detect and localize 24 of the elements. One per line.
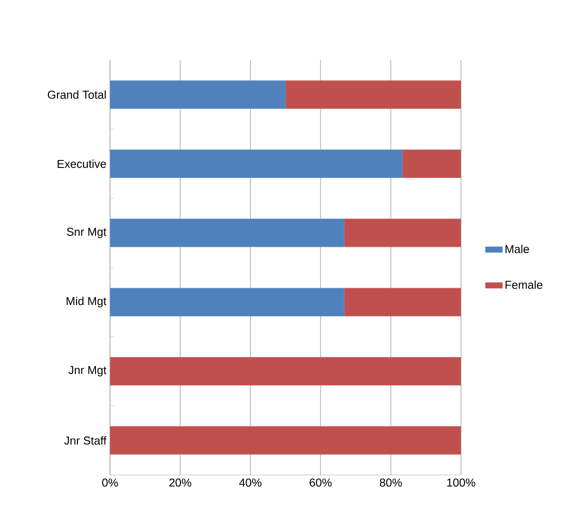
y-tick-label: Grand Total [48, 90, 106, 99]
bar [110, 218, 344, 248]
bar [110, 288, 344, 316]
y-tick-label: Mid Mgt [66, 296, 106, 308]
legend-label: Female [506, 280, 542, 289]
bar [402, 150, 462, 178]
bar [344, 288, 462, 316]
legend-label: Male [506, 244, 529, 254]
y-tick-label: Executive [58, 160, 106, 168]
x-tick-label: 20% [169, 478, 192, 487]
x-tick-label: 0% [102, 478, 118, 487]
bar [344, 218, 462, 248]
y-tick-label: Snr Mgt [66, 228, 106, 238]
x-tick-label: 40% [239, 478, 262, 487]
bar [285, 80, 462, 109]
bar [110, 357, 462, 386]
y-tick-label: Jnr Mgt [68, 366, 106, 376]
y-tick-label: Jnr Staff [64, 436, 107, 445]
bar [110, 426, 462, 455]
x-tick-label: 100% [447, 478, 476, 487]
x-tick-label: 60% [310, 478, 332, 487]
x-tick-label: 80% [380, 478, 402, 487]
bar [110, 80, 286, 109]
bar [110, 150, 403, 178]
